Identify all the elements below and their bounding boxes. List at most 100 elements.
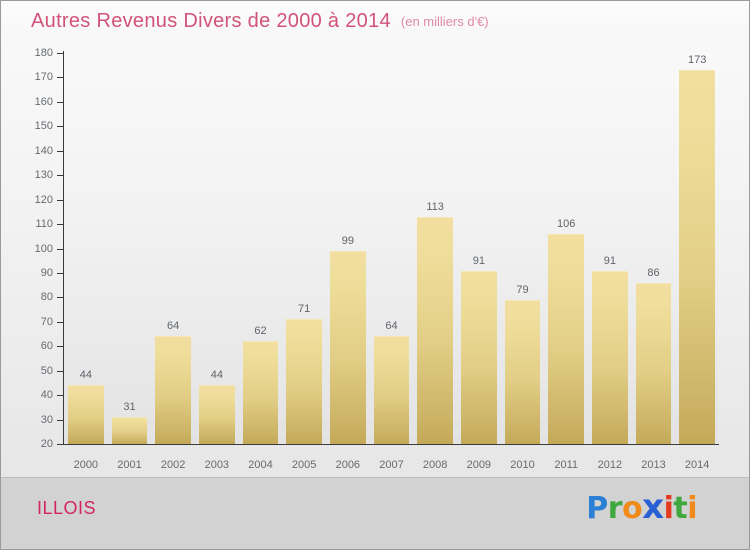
y-axis-tick [57,77,63,78]
bar-slot: 91 [588,53,632,444]
bar[interactable] [111,417,148,444]
bar-slot: 113 [413,53,457,444]
bar-slot: 44 [64,53,108,444]
bar-slot: 173 [675,53,719,444]
bar-value-label: 62 [254,325,267,338]
y-axis-tick [57,249,63,250]
y-axis-tick-label: 170 [34,71,53,84]
bar[interactable] [460,270,497,444]
y-axis-tick [57,102,63,103]
x-axis-tick-label: 2008 [422,459,448,471]
bar-value-label: 113 [426,200,444,213]
y-axis-line [63,51,64,445]
y-axis-tick [57,346,63,347]
bar[interactable] [504,299,541,444]
y-axis-tick-label: 130 [34,169,53,182]
y-axis-tick-label: 160 [34,95,53,108]
location-name: ILLOIS [37,498,97,518]
bar-value-label: 64 [167,320,180,333]
bar[interactable] [417,216,454,444]
bar-series: 44 31 64 44 62 71 99 64 113 91 79 106 91 86 173 [64,53,719,444]
y-axis-tick-label: 140 [34,144,53,157]
proxiti-logo[interactable]: Proxiti [586,490,697,526]
y-axis-tick [57,53,63,54]
bar-value-label: 71 [298,303,311,316]
bar[interactable] [286,319,323,444]
bar[interactable] [591,270,628,444]
y-axis-tick [57,420,63,421]
x-axis-tick-label: 2000 [73,459,99,471]
bar-value-label: 173 [687,54,707,67]
y-axis-tick-label: 60 [40,340,53,353]
bar[interactable] [373,336,410,444]
x-axis-tick-label: 2003 [204,459,230,471]
plot-area: 20 30 40 50 60 70 80 90 100 110 120 130 140 150 160 170… [1,41,749,476]
bar-slot: 31 [108,53,152,444]
y-axis-labels: 20 30 40 50 60 70 80 90 100 110 120 130 140 150 160 170… [1,41,53,476]
bar[interactable] [198,385,235,444]
y-axis-tick-label: 90 [40,266,53,279]
bar[interactable] [242,341,279,444]
bar-slot: 64 [151,53,195,444]
bar-value-label: 31 [123,401,136,414]
bar-slot: 106 [544,53,588,444]
y-axis-tick-label: 120 [34,193,53,206]
bar-value-label: 106 [556,217,576,230]
bar-slot: 44 [195,53,239,444]
bar-slot: 62 [239,53,283,444]
logo-letter: i [663,491,674,526]
bar[interactable] [679,70,716,444]
y-axis-tick [57,322,63,323]
x-axis-tick-label: 2014 [684,459,710,471]
x-axis-tick-label: 2011 [554,459,578,471]
bar[interactable] [548,233,585,444]
logo-letter: P [586,491,608,526]
y-axis-tick-label: 80 [40,291,53,304]
y-axis-tick [57,444,63,445]
bar-value-label: 91 [603,254,616,267]
y-axis-tick [57,224,63,225]
bar[interactable] [155,336,192,444]
x-axis-tick-label: 2012 [597,459,623,471]
y-axis-tick-label: 150 [34,120,53,133]
bar-slot: 64 [370,53,414,444]
bar-value-label: 79 [516,283,529,296]
y-axis-tick-label: 70 [40,315,53,328]
y-axis-tick-label: 110 [35,218,53,231]
y-axis-tick [57,395,63,396]
bar-value-label: 64 [385,320,398,333]
y-axis-tick [57,371,63,372]
bar-value-label: 91 [472,254,485,267]
logo-letter: o [622,491,643,526]
y-axis-tick-label: 20 [40,438,53,450]
y-axis-tick [57,175,63,176]
bar[interactable] [329,250,366,444]
y-axis-tick [57,126,63,127]
logo-letter: x [642,487,664,527]
logo-letter: t [673,491,688,526]
bar[interactable] [635,282,672,444]
bar[interactable] [67,385,104,444]
bar-slot: 91 [457,53,501,444]
chart-header: Autres Revenus Divers de 2000 à 2014 (en… [1,1,749,41]
bar-value-label: 99 [341,234,354,247]
x-axis-tick-label: 2013 [641,459,666,471]
bar-value-label: 44 [210,369,223,382]
y-axis-tick-label: 40 [40,389,53,402]
x-axis-tick-label: 2002 [160,459,186,471]
y-axis-tick [57,151,63,152]
x-axis-tick-label: 2001 [117,459,142,471]
x-axis-tick-label: 2009 [466,459,492,471]
y-axis-tick-label: 50 [40,364,53,377]
bar-slot: 71 [282,53,326,444]
x-axis-labels: 2000 2001 2002 2003 2004 2005 2006 2007 2008 2009… [64,53,719,473]
x-axis-tick-label: 2007 [379,459,404,471]
bar-slot: 86 [632,53,676,444]
x-axis-tick-label: 2010 [510,459,535,471]
bar-slot: 79 [501,53,545,444]
logo-letter: r [607,491,623,526]
logo-letter: i [687,491,697,526]
bar-value-label: 86 [647,266,660,279]
page-title: Autres Revenus Divers de 2000 à 2014 [31,9,391,32]
